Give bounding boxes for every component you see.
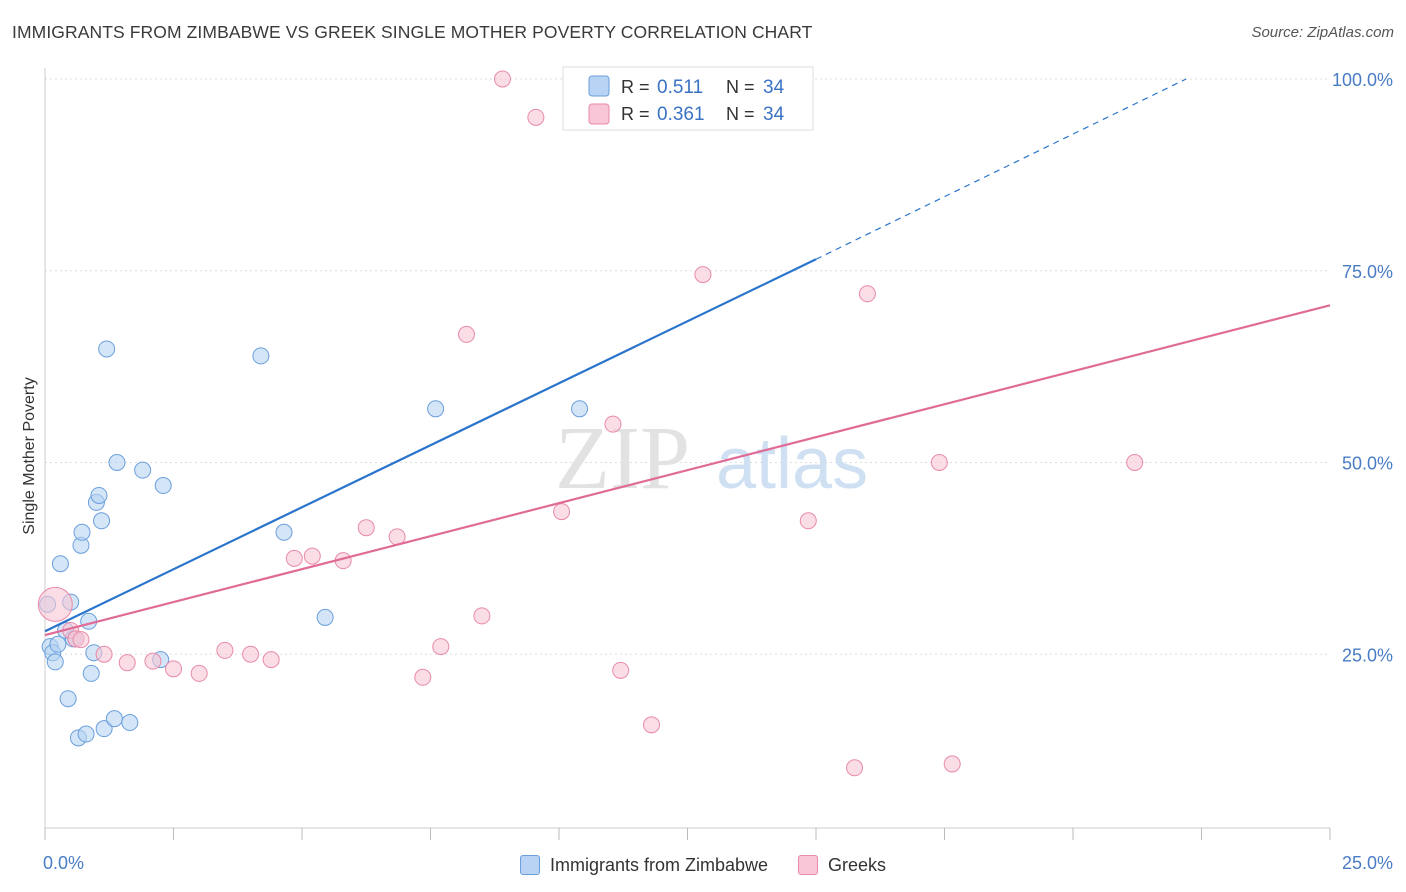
axis-layer — [44, 68, 1331, 840]
point-greeks — [604, 415, 622, 433]
trendline-zimbabwe-extension — [815, 78, 1187, 260]
point-zimbabwe — [59, 690, 77, 708]
x-tick-label: 25.0% — [1342, 853, 1393, 873]
point-greeks — [144, 652, 162, 670]
legend-item-zimbabwe: Immigrants from Zimbabwe — [519, 854, 769, 876]
point-zimbabwe — [82, 664, 100, 682]
point-zimbabwe — [571, 400, 589, 418]
point-greeks — [285, 549, 303, 567]
point-greeks — [118, 654, 136, 672]
y-axis-label: Single Mother Poverty — [21, 377, 38, 534]
watermark: ZIP atlas — [555, 409, 868, 508]
point-zimbabwe — [80, 612, 98, 630]
trendline-zimbabwe — [44, 258, 817, 633]
point-greeks — [694, 266, 712, 284]
legend-label-zimbabwe: Immigrants from Zimbabwe — [549, 854, 769, 875]
point-greeks — [846, 759, 864, 777]
point-zimbabwe — [51, 555, 69, 573]
point-greeks — [930, 454, 948, 471]
point-zimbabwe — [49, 635, 67, 653]
point-greeks — [95, 645, 113, 663]
watermark-zip: ZIP — [555, 409, 690, 508]
point-greeks — [943, 755, 961, 773]
point-zimbabwe — [90, 486, 108, 504]
point-zimbabwe — [95, 720, 113, 738]
legend-swatch-zimbabwe — [519, 855, 540, 875]
x-tick-label: 0.0% — [43, 853, 84, 873]
tick-label-layer: 25.0% 50.0% 75.0% 100.0% 0.0% 25.0% — [43, 70, 1393, 873]
point-greeks — [303, 547, 321, 565]
point-greeks — [242, 645, 260, 663]
point-zimbabwe — [93, 512, 111, 530]
stats-legend: R = 0.511 N = 34 R = 0.361 N = 34 — [562, 66, 814, 131]
point-zimbabwe — [77, 725, 95, 743]
point-greeks — [493, 70, 511, 88]
point-greeks — [190, 664, 208, 682]
point-zimbabwe — [98, 340, 116, 358]
point-greeks — [165, 660, 182, 678]
legend-swatch-greeks — [798, 855, 819, 875]
y-tick-label: 25.0% — [1342, 645, 1393, 665]
stats-n-label-pink: N = — [726, 104, 755, 124]
point-zimbabwe — [73, 523, 91, 541]
y-tick-label: 50.0% — [1342, 454, 1393, 474]
legend-label-greeks: Greeks — [828, 854, 887, 875]
point-zimbabwe — [154, 477, 172, 495]
grid-layer — [45, 78, 1330, 655]
point-greeks — [643, 716, 661, 734]
point-zimbabwe — [275, 523, 293, 541]
stats-r-label-blue: R = — [621, 77, 650, 97]
trendline-greeks — [44, 304, 1331, 637]
point-greeks — [72, 631, 90, 649]
legend-item-greeks: Greeks — [798, 855, 886, 876]
point-greeks — [262, 651, 280, 669]
source-credit: Source: ZipAtlas.com — [1251, 24, 1394, 41]
points-layer — [37, 70, 1144, 777]
point-zimbabwe — [134, 461, 152, 479]
point-greeks — [414, 668, 432, 686]
point-greeks — [553, 503, 571, 521]
point-greeks — [432, 638, 450, 656]
series-legend: Immigrants from Zimbabwe Greeks — [0, 852, 1406, 878]
stats-swatch-pink — [588, 103, 610, 125]
point-zimbabwe — [427, 400, 445, 418]
point-zimbabwe — [108, 454, 126, 471]
point-greeks — [1126, 454, 1144, 471]
point-zimbabwe — [316, 608, 334, 626]
point-zimbabwe — [46, 653, 64, 671]
point-greeks — [858, 285, 876, 303]
stats-n-label-blue: N = — [726, 77, 755, 97]
stats-r-value-blue: 0.511 — [657, 77, 703, 98]
stats-r-label-pink: R = — [621, 104, 650, 124]
point-greeks — [612, 661, 630, 679]
point-greeks — [799, 512, 817, 530]
point-zimbabwe — [121, 714, 139, 732]
point-greeks — [457, 325, 475, 343]
stats-n-value-blue: 34 — [763, 77, 785, 98]
point-zimbabwe — [105, 710, 123, 728]
y-tick-label: 75.0% — [1342, 262, 1393, 282]
chart-title: IMMIGRANTS FROM ZIMBABWE VS GREEK SINGLE… — [12, 22, 813, 42]
point-greeks — [357, 519, 375, 537]
stats-n-value-pink: 34 — [763, 104, 785, 125]
watermark-atlas: atlas — [716, 424, 868, 504]
point-greeks — [527, 108, 545, 126]
trend-layer — [44, 78, 1331, 637]
stats-swatch-blue — [588, 75, 610, 97]
point-greeks — [473, 607, 491, 625]
y-tick-label: 100.0% — [1332, 70, 1393, 90]
stats-r-value-pink: 0.361 — [657, 104, 705, 125]
point-zimbabwe — [252, 347, 270, 365]
point-greeks — [216, 641, 234, 659]
point-greeks — [37, 586, 73, 622]
